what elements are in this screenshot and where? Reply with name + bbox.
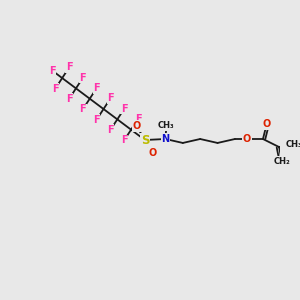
Text: F: F — [93, 83, 100, 93]
Text: O: O — [243, 134, 251, 144]
Text: F: F — [107, 125, 114, 135]
Text: F: F — [52, 84, 59, 94]
Text: CH₃: CH₃ — [286, 140, 300, 148]
Text: F: F — [80, 104, 86, 114]
Text: CH₂: CH₂ — [274, 157, 290, 166]
Text: F: F — [80, 73, 86, 83]
Text: F: F — [121, 104, 128, 114]
Text: F: F — [135, 114, 141, 124]
Text: F: F — [66, 62, 73, 72]
Text: F: F — [107, 93, 114, 103]
Text: F: F — [121, 135, 128, 145]
Text: S: S — [141, 134, 149, 146]
Text: O: O — [262, 119, 271, 129]
Text: CH₃: CH₃ — [158, 122, 175, 130]
Text: N: N — [161, 134, 169, 144]
Text: F: F — [93, 115, 100, 125]
Text: O: O — [148, 148, 157, 158]
Text: F: F — [66, 94, 72, 104]
Text: O: O — [132, 121, 141, 131]
Text: F: F — [49, 66, 56, 76]
